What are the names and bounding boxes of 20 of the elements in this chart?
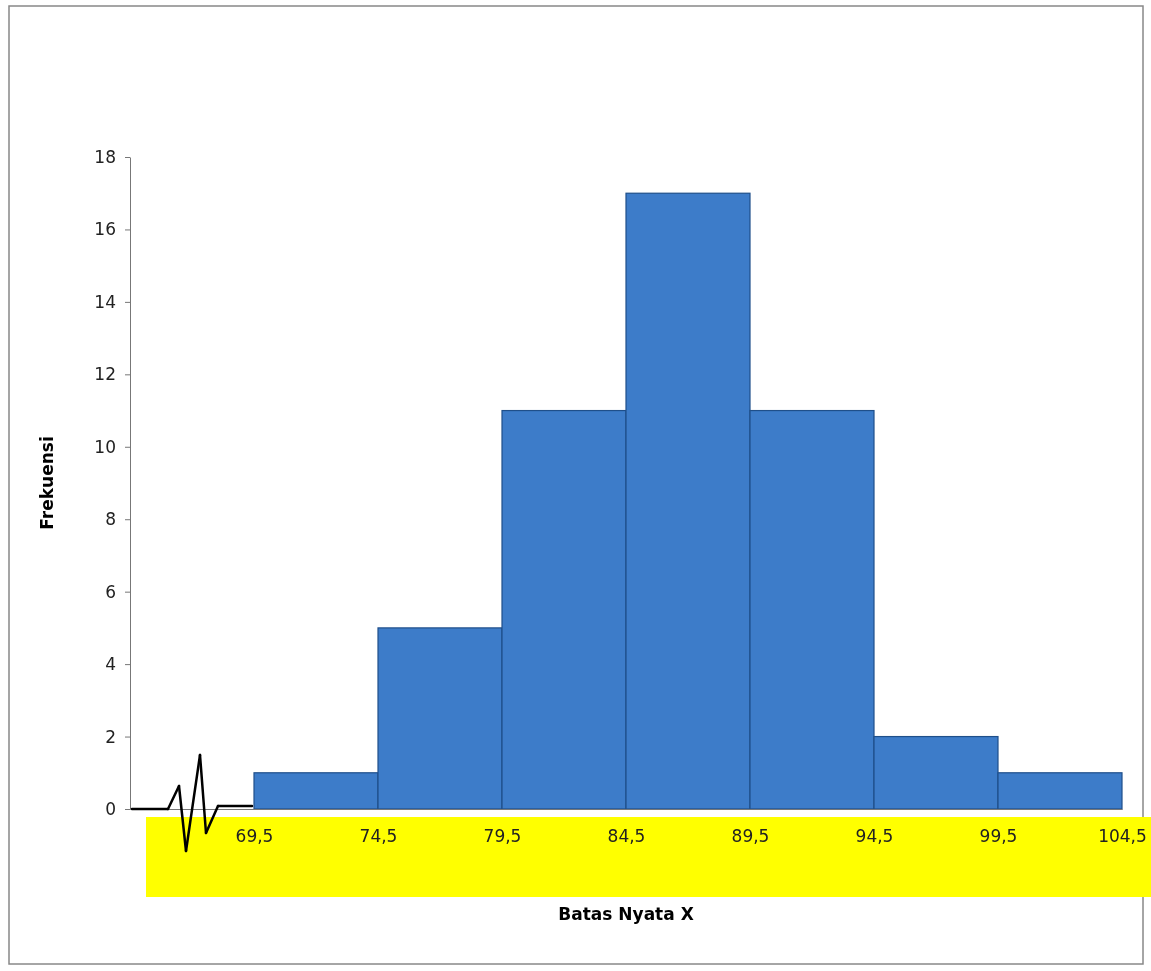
x-tick-label: 84,5 bbox=[607, 826, 646, 846]
y-tick-label: 4 bbox=[105, 654, 116, 675]
y-tick-label: 10 bbox=[94, 436, 116, 457]
x-tick-label: 74,5 bbox=[359, 826, 398, 846]
x-tick-label: 99,5 bbox=[979, 826, 1018, 846]
y-tick-label: 6 bbox=[105, 581, 116, 602]
x-tick-label: 69,5 bbox=[235, 826, 274, 846]
x-axis-title: Batas Nyata X bbox=[558, 904, 694, 924]
y-tick-label: 12 bbox=[94, 364, 116, 385]
x-tick-label: 104,5 bbox=[1098, 826, 1147, 846]
y-tick-label: 2 bbox=[105, 726, 116, 747]
x-tick-label: 94,5 bbox=[855, 826, 894, 846]
y-tick-label: 14 bbox=[94, 291, 116, 312]
y-axis-title: Frekuensi bbox=[37, 436, 57, 530]
y-tick-label: 0 bbox=[105, 798, 116, 819]
y-tick-label: 18 bbox=[94, 146, 116, 167]
y-tick-label: 8 bbox=[105, 509, 116, 530]
y-tick-label: 16 bbox=[94, 219, 116, 240]
x-tick-label: 89,5 bbox=[731, 826, 770, 846]
x-tick-label: 79,5 bbox=[483, 826, 522, 846]
